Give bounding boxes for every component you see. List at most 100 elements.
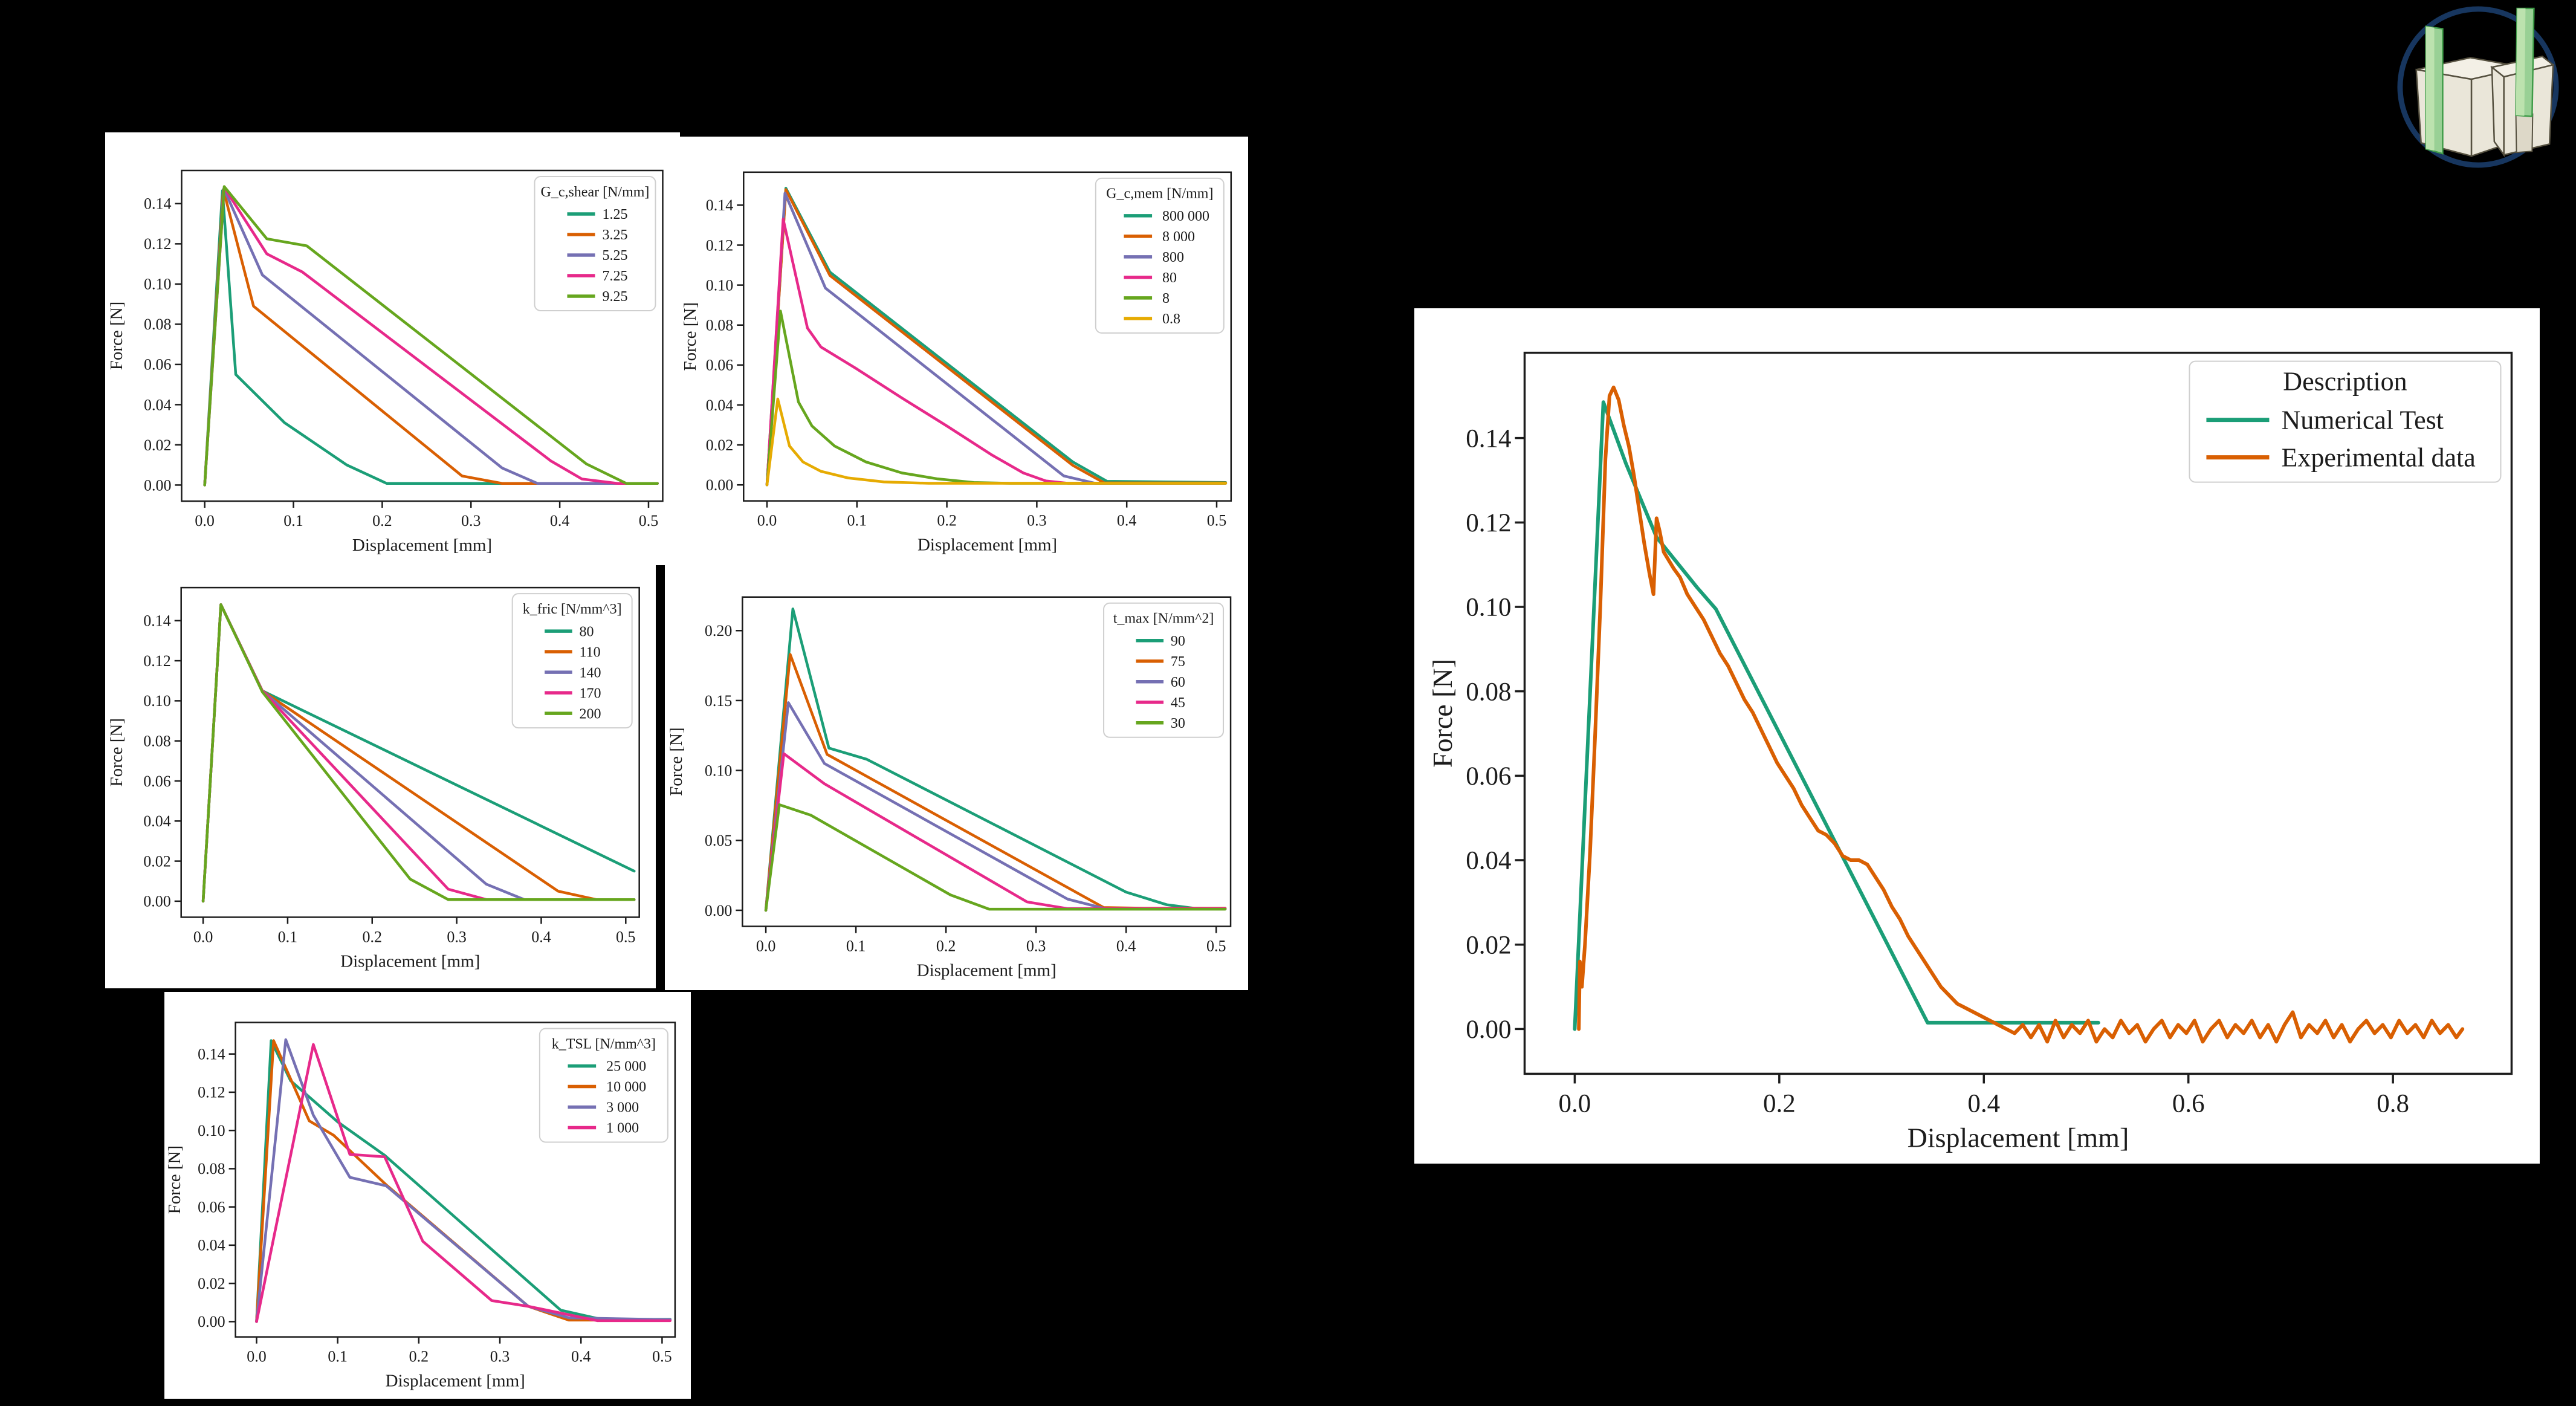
series-45 bbox=[764, 752, 1227, 912]
right-block bbox=[2490, 7, 2555, 158]
chart-gc-mem-panel: 0.0 0.1 0.2 0.3 0.4 0.5 0.00 0.02 0.04 0.06 0.08 0.… bbox=[680, 137, 1248, 565]
y-tick-label: 0.10 bbox=[144, 276, 172, 293]
y-tick-label: 0.08 bbox=[198, 1160, 225, 1178]
y-tick-label: 0.10 bbox=[1466, 594, 1511, 622]
legend-title: t_max [N/mm^2] bbox=[1113, 611, 1214, 627]
series-80 bbox=[765, 218, 1228, 487]
series-0.8 bbox=[765, 397, 1228, 487]
legend-entry-label: 45 bbox=[1171, 695, 1185, 711]
y-tick-label: 0.12 bbox=[1466, 509, 1511, 537]
legend-entry-label: 170 bbox=[580, 685, 601, 701]
chart-gc-mem-legend: G_c,mem [N/mm] 800 000 8 000 800 80 8 0.8 bbox=[1095, 177, 1225, 334]
series-10-000 bbox=[255, 1039, 672, 1323]
legend-entry-label: 7.25 bbox=[602, 268, 627, 284]
y-tick-label: 0.08 bbox=[144, 316, 172, 333]
chart-k-fric: 0.0 0.1 0.2 0.3 0.4 0.5 0.00 0.02 0.04 0.06 0.08 0.… bbox=[107, 586, 640, 971]
legend-entry-label: 80 bbox=[580, 624, 594, 640]
x-tick-label: 0.4 bbox=[1117, 512, 1137, 530]
y-tick-label: 0.14 bbox=[198, 1045, 225, 1063]
legend-entry-label: 200 bbox=[580, 706, 601, 722]
y-tick-label: 0.00 bbox=[144, 476, 172, 494]
x-tick-label: 0.5 bbox=[639, 512, 659, 530]
x-tick-label: 0.3 bbox=[1026, 938, 1046, 955]
x-tick-label: 0.5 bbox=[1206, 938, 1226, 955]
x-tick-label: 0.2 bbox=[936, 938, 956, 955]
chart-t-max: 0.0 0.1 0.2 0.3 0.4 0.5 0.00 0.05 0.10 0.15 0.20 Di… bbox=[667, 596, 1232, 980]
x-tick-label: 0.6 bbox=[2172, 1089, 2205, 1118]
legend-title: k_fric [N/mm^3] bbox=[523, 601, 622, 617]
y-tick-label: 0.15 bbox=[705, 692, 733, 710]
y-tick-label: 0.04 bbox=[706, 397, 734, 414]
legend-entry-label: 9.25 bbox=[602, 289, 627, 305]
chart-k-tsl-panel: 0.0 0.1 0.2 0.3 0.4 0.5 0.00 0.02 0.04 0.06 0.08 0.… bbox=[164, 992, 691, 1399]
y-axis-label: Force [N] bbox=[681, 302, 700, 371]
x-tick-label: 0.1 bbox=[847, 512, 867, 530]
legend-entry-label: Numerical Test bbox=[2281, 406, 2444, 435]
y-tick-label: 0.14 bbox=[706, 196, 734, 214]
x-tick-label: 0.4 bbox=[1116, 938, 1136, 955]
x-tick-label: 0.3 bbox=[1027, 512, 1047, 530]
chart-k-fric-legend: k_fric [N/mm^3] 80 110 140 170 200 bbox=[511, 593, 633, 729]
y-tick-label: 0.04 bbox=[1466, 847, 1511, 875]
y-tick-label: 0.12 bbox=[143, 652, 171, 670]
x-tick-label: 0.3 bbox=[461, 512, 481, 530]
legend-entry-label: 800 bbox=[1162, 250, 1184, 265]
x-tick-label: 0.1 bbox=[283, 512, 303, 530]
chart-gc-shear-legend: G_c,shear [N/mm] 1.25 3.25 5.25 7.25 9.25 bbox=[534, 176, 656, 312]
legend-entry-label: 90 bbox=[1171, 633, 1185, 649]
x-tick-label: 0.0 bbox=[757, 512, 777, 530]
y-tick-label: 0.06 bbox=[706, 357, 734, 374]
y-tick-label: 0.12 bbox=[144, 235, 172, 253]
axes-frame bbox=[180, 586, 640, 918]
x-axis-label: Displacement [mm] bbox=[917, 536, 1057, 555]
y-tick-label: 0.08 bbox=[1466, 678, 1511, 706]
y-tick-label: 0.00 bbox=[705, 902, 733, 919]
y-tick-label: 0.10 bbox=[198, 1122, 225, 1139]
legend-entry-label: 0.8 bbox=[1162, 311, 1180, 327]
x-tick-label: 0.0 bbox=[756, 938, 776, 955]
y-tick-label: 0.10 bbox=[705, 762, 733, 779]
legend-entry-label: Experimental data bbox=[2281, 443, 2475, 473]
y-tick-label: 0.04 bbox=[198, 1237, 225, 1254]
legend-entry-label: 8 bbox=[1162, 291, 1170, 306]
chart-validation-legend: Description Numerical Test Experimental da… bbox=[2189, 360, 2502, 483]
chart-gc-shear-panel: 0.0 0.1 0.2 0.3 0.4 0.5 0.00 0.02 0.04 0.06 0.08 0.… bbox=[105, 132, 680, 565]
y-tick-label: 0.10 bbox=[143, 692, 171, 710]
x-tick-label: 0.8 bbox=[2377, 1089, 2409, 1118]
chart-t-max-legend: t_max [N/mm^2] 90 75 60 45 30 bbox=[1103, 602, 1225, 738]
x-tick-label: 0.2 bbox=[363, 928, 383, 945]
series-30 bbox=[764, 803, 1227, 912]
y-axis-label: Force [N] bbox=[165, 1145, 184, 1214]
y-tick-label: 0.06 bbox=[144, 356, 172, 374]
y-axis-label: Force [N] bbox=[1427, 659, 1458, 768]
y-tick-label: 0.12 bbox=[198, 1084, 225, 1101]
y-tick-label: 0.06 bbox=[1466, 762, 1511, 791]
chart-validation-panel: 0.0 0.2 0.4 0.6 0.8 0.00 0.02 0.04 0.06 0.08 0.10 0… bbox=[1414, 308, 2540, 1164]
x-tick-label: 0.4 bbox=[571, 1348, 591, 1366]
chart-t-max-panel: 0.0 0.1 0.2 0.3 0.4 0.5 0.00 0.05 0.10 0.15 0.20 Di… bbox=[665, 565, 1248, 990]
legend-entry-label: 60 bbox=[1171, 675, 1185, 690]
chart-gc-mem: 0.0 0.1 0.2 0.3 0.4 0.5 0.00 0.02 0.04 0.06 0.08 0.… bbox=[681, 171, 1232, 555]
x-tick-label: 0.2 bbox=[1763, 1089, 1796, 1118]
legend-entry-label: 5.25 bbox=[602, 248, 627, 264]
x-tick-label: 0.1 bbox=[328, 1348, 348, 1366]
y-tick-label: 0.02 bbox=[143, 852, 171, 870]
x-tick-label: 0.5 bbox=[652, 1348, 672, 1366]
x-tick-label: 0.0 bbox=[195, 512, 215, 530]
y-tick-label: 0.20 bbox=[705, 622, 733, 640]
y-tick-label: 0.10 bbox=[706, 276, 734, 294]
y-tick-label: 0.00 bbox=[1466, 1016, 1511, 1044]
x-tick-label: 0.2 bbox=[937, 512, 957, 530]
chart-validation: 0.0 0.2 0.4 0.6 0.8 0.00 0.02 0.04 0.06 0.08 0.10 0… bbox=[1427, 351, 2513, 1153]
x-tick-label: 0.5 bbox=[1207, 512, 1227, 530]
x-axis-label: Displacement [mm] bbox=[1908, 1122, 2129, 1153]
y-tick-label: 0.05 bbox=[705, 832, 733, 849]
icon-circle bbox=[2397, 6, 2559, 168]
legend-entry-label: 30 bbox=[1171, 716, 1185, 731]
x-tick-label: 0.4 bbox=[1967, 1089, 2000, 1118]
x-axis-label: Displacement [mm] bbox=[386, 1372, 525, 1391]
legend-entry-label: 140 bbox=[580, 665, 601, 681]
series-Numerical-Test bbox=[1573, 400, 2100, 1031]
x-tick-label: 0.1 bbox=[846, 938, 866, 955]
